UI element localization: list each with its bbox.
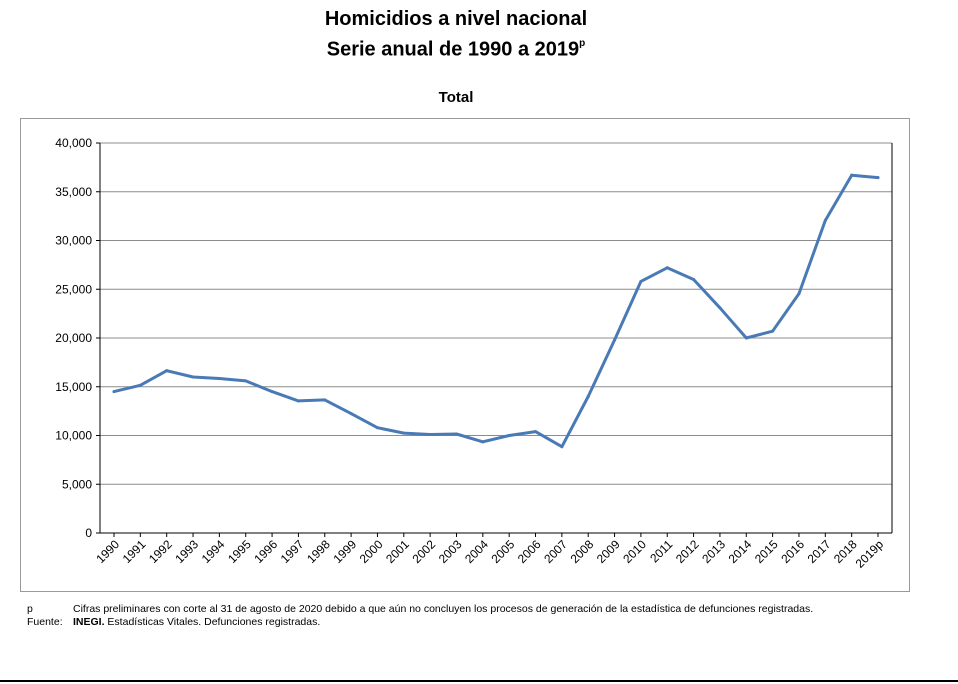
y-tick-label: 5,000 [62,477,92,491]
chart-notes: p Cifras preliminares con corte al 31 de… [27,603,922,629]
footnote-text: Cifras preliminares con corte al 31 de a… [73,603,814,615]
y-tick-label: 40,000 [55,136,92,150]
source-key: Fuente: [27,616,63,628]
x-tick-label: 1991 [120,537,149,566]
data-point [217,376,221,380]
x-tick-label: 2011 [647,537,675,565]
x-tick-label: 1993 [172,537,201,566]
preliminary-mark: p [579,38,586,49]
chart-title-line2: Serie anual de 1990 a 2019p [0,33,912,63]
x-tick-label: 1999 [330,537,359,566]
data-point [402,431,406,435]
x-tick-label: 1996 [251,537,280,566]
y-tick-label: 0 [85,526,92,540]
x-tick-label: 2008 [568,537,597,566]
x-tick-label: 1997 [278,537,307,566]
data-point [375,426,379,430]
data-point [323,398,327,402]
data-point [771,329,775,333]
data-point [112,390,116,394]
x-tick-label: 2016 [778,537,807,566]
y-tick-label: 10,000 [55,429,92,443]
chart-title-line2-text: Serie anual de 1990 a 2019 [326,38,580,61]
y-tick-label: 15,000 [55,380,92,394]
x-tick-label: 2009 [594,537,623,566]
data-point [296,399,300,403]
chart-title-line1: Homicidios a nivel nacional [324,8,588,30]
data-point [797,292,801,296]
x-tick-label: 2000 [357,537,386,566]
x-tick-label: 1990 [93,537,122,566]
x-tick-label: 2007 [541,537,570,566]
data-point [507,434,511,437]
y-tick-label: 30,000 [55,234,92,248]
source-org: INEGI. [73,616,105,628]
x-tick-label: 2010 [620,537,649,566]
data-point [481,440,485,444]
data-point [560,445,564,449]
x-tick-label: 1992 [146,537,175,566]
data-point [138,383,142,387]
data-point [876,176,880,180]
data-point [428,433,432,437]
data-point [613,338,617,342]
x-tick-label: 1998 [304,537,333,566]
data-point [692,278,696,281]
data-point [718,306,722,310]
series-line [112,173,880,449]
x-tick-label: 2019p [853,537,887,571]
chart-subtitle: Total [438,89,474,106]
chart-frame [20,118,910,592]
data-point [191,375,195,379]
data-point [850,173,854,177]
source-row: Fuente: INEGI. Estadísticas Vitales. Def… [27,616,922,629]
x-tick-label: 2002 [409,537,438,566]
data-point [665,266,669,270]
data-point [534,430,538,434]
data-point [270,390,274,394]
x-tick-label: 2006 [515,537,544,566]
x-tick-label: 2003 [436,537,465,566]
source-detail: Estadísticas Vitales. Defunciones regist… [104,616,321,628]
y-tick-label: 20,000 [55,331,92,345]
x-tick-label: 1994 [199,537,228,566]
source-text: INEGI. Estadísticas Vitales. Defunciones… [73,616,922,629]
x-tick-label: 2012 [673,537,702,566]
data-point [586,395,590,398]
data-point [639,279,643,283]
data-point [165,369,169,373]
x-tick-label: 2017 [805,537,834,566]
data-point [823,219,827,223]
data-point [349,412,353,416]
x-tick-label: 2015 [752,537,781,566]
x-tick-label: 2013 [699,537,728,566]
footnote-row: p Cifras preliminares con corte al 31 de… [27,603,922,616]
bottom-rule [0,680,958,682]
x-tick-label: 1995 [225,537,254,566]
data-point [244,379,248,383]
y-tick-label: 35,000 [55,185,92,199]
data-point [454,432,458,436]
x-tick-label: 2005 [489,537,518,566]
y-tick-label: 25,000 [55,282,92,296]
x-tick-label: 2014 [726,537,755,566]
x-tick-label: 2001 [383,537,412,566]
footnote-key: p [27,603,33,615]
data-point [744,336,748,340]
x-tick-label: 2004 [462,537,491,566]
